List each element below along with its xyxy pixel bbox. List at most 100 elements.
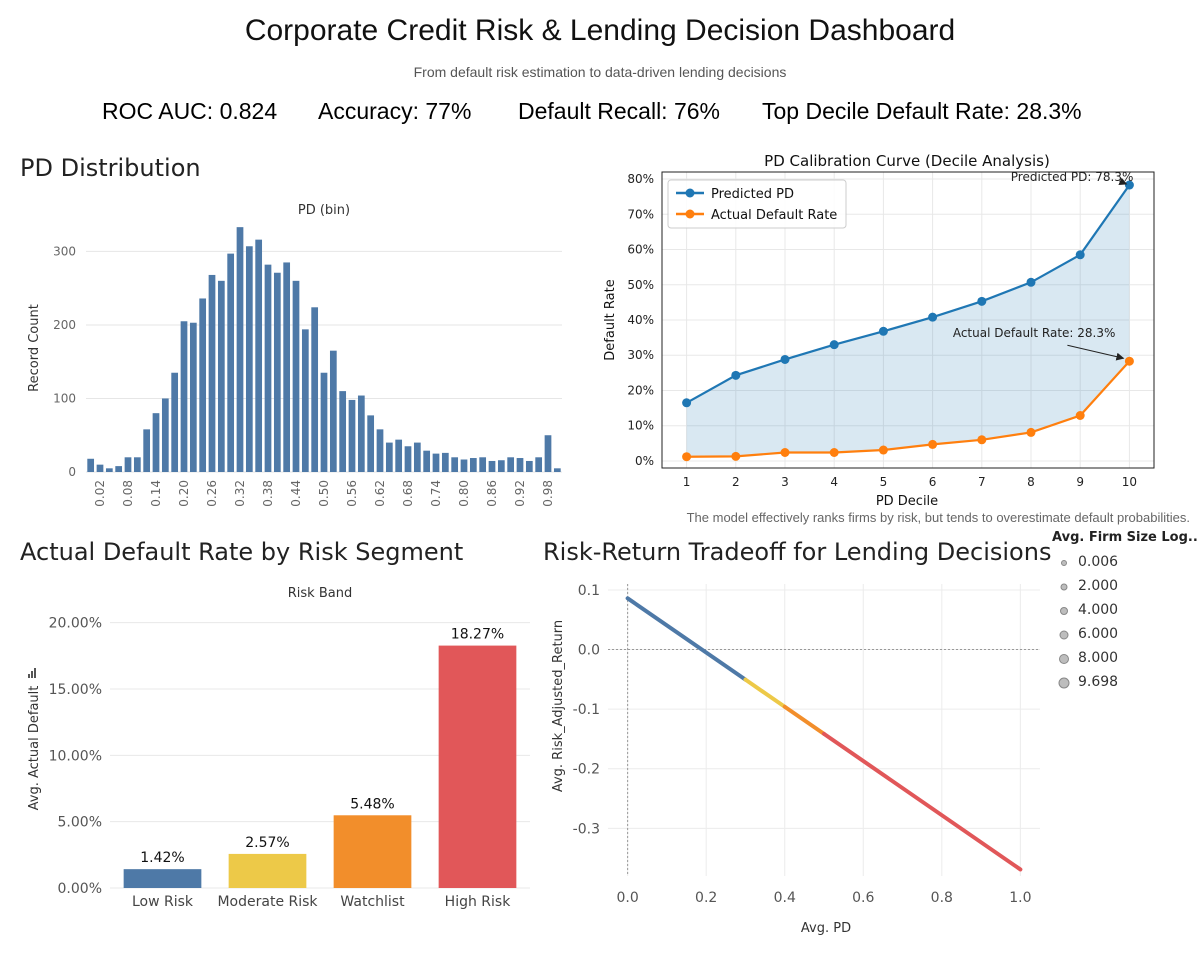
hist-xtick: 0.44 <box>289 480 303 507</box>
hist-bar[interactable] <box>460 459 468 473</box>
hist-bar[interactable] <box>133 457 141 472</box>
cal-xtick: 7 <box>978 475 986 489</box>
size-legend-item[interactable]: 4.000 <box>1052 599 1192 623</box>
hist-bar[interactable] <box>180 321 188 472</box>
hist-bar[interactable] <box>395 439 403 472</box>
hist-bar[interactable] <box>367 415 375 472</box>
hist-xtick: 0.92 <box>513 480 527 507</box>
hist-bar[interactable] <box>488 460 496 472</box>
hist-bar[interactable] <box>320 372 328 472</box>
segment-bar[interactable] <box>123 869 202 888</box>
hist-bar[interactable] <box>171 372 179 472</box>
hist-bar[interactable] <box>339 391 347 472</box>
hist-bar[interactable] <box>217 280 225 472</box>
predicted-pd-point[interactable] <box>1026 277 1036 287</box>
predicted-pd-point[interactable] <box>977 296 987 306</box>
hist-bar[interactable] <box>497 460 505 472</box>
actual-default-point[interactable] <box>928 439 938 449</box>
actual-default-point[interactable] <box>731 451 741 461</box>
hist-bar[interactable] <box>451 457 459 472</box>
predicted-pd-point[interactable] <box>731 370 741 380</box>
hist-bar[interactable] <box>329 350 337 472</box>
hist-bar[interactable] <box>283 262 291 472</box>
section-title-tradeoff: Risk-Return Tradeoff for Lending Decisio… <box>543 538 1052 566</box>
predicted-pd-point[interactable] <box>780 354 790 364</box>
segment-bar[interactable] <box>228 853 307 888</box>
seg-ytick: 20.00% <box>49 616 102 632</box>
hist-bar[interactable] <box>357 395 365 472</box>
hist-bar[interactable] <box>469 458 477 472</box>
size-legend-label: 0.006 <box>1078 554 1119 570</box>
actual-default-point[interactable] <box>682 452 692 462</box>
segment-bar[interactable] <box>333 815 412 888</box>
hist-bar[interactable] <box>152 413 160 472</box>
rr-xtick: 0.0 <box>617 890 639 906</box>
hist-bar[interactable] <box>516 458 524 472</box>
actual-default-point[interactable] <box>878 445 888 455</box>
actual-default-line <box>686 360 1131 458</box>
segment-value-label: 2.57% <box>245 835 289 851</box>
hist-bar[interactable] <box>273 272 281 472</box>
actual-default-point[interactable] <box>1026 427 1036 437</box>
hist-bar[interactable] <box>292 280 300 472</box>
hist-bar[interactable] <box>544 435 552 472</box>
hist-bar[interactable] <box>264 264 272 472</box>
hist-xtick: 0.20 <box>177 480 191 507</box>
hist-bar[interactable] <box>535 457 543 472</box>
hist-bar[interactable] <box>161 398 169 472</box>
sort-icon[interactable] <box>28 668 36 678</box>
size-legend-item[interactable]: 2.000 <box>1052 575 1192 599</box>
rr-segment[interactable] <box>822 731 1023 872</box>
hist-bar[interactable] <box>385 442 393 472</box>
hist-bar[interactable] <box>479 457 487 472</box>
hist-bar[interactable] <box>432 453 440 472</box>
hist-bar[interactable] <box>189 322 197 472</box>
hist-bar[interactable] <box>301 329 309 472</box>
actual-default-point[interactable] <box>829 447 839 457</box>
hist-bar[interactable] <box>311 307 319 472</box>
rr-segment[interactable] <box>782 704 826 736</box>
predicted-pd-point[interactable] <box>1075 250 1085 260</box>
hist-ylabel: Record Count <box>27 304 42 392</box>
hist-bar[interactable] <box>553 468 561 472</box>
rr-segment[interactable] <box>625 596 748 682</box>
hist-bar[interactable] <box>124 457 132 472</box>
segment-xtick: Watchlist <box>340 894 405 910</box>
hist-bar[interactable] <box>199 298 207 472</box>
segment-bar[interactable] <box>438 645 517 888</box>
hist-bar[interactable] <box>404 446 412 472</box>
hist-bar[interactable] <box>87 458 95 472</box>
predicted-pd-point[interactable] <box>829 340 839 350</box>
predicted-pd-point[interactable] <box>928 312 938 322</box>
hist-bar[interactable] <box>348 399 356 472</box>
hist-bar[interactable] <box>376 429 384 472</box>
actual-default-point[interactable] <box>780 447 790 457</box>
actual-default-point[interactable] <box>1124 356 1134 366</box>
hist-xtick: 0.62 <box>373 480 387 507</box>
actual-default-point[interactable] <box>977 435 987 445</box>
rr-segment[interactable] <box>743 677 787 709</box>
hist-xtick: 0.26 <box>205 480 219 507</box>
size-legend-item[interactable]: 0.006 <box>1052 551 1192 575</box>
hist-bar[interactable] <box>105 468 113 472</box>
hist-bar[interactable] <box>236 227 244 472</box>
hist-bar[interactable] <box>96 464 104 472</box>
size-legend-item[interactable]: 6.000 <box>1052 623 1192 647</box>
hist-bar[interactable] <box>143 429 151 472</box>
actual-default-point[interactable] <box>1075 410 1085 420</box>
hist-bar[interactable] <box>441 452 449 472</box>
hist-bar[interactable] <box>245 246 253 472</box>
predicted-pd-point[interactable] <box>878 326 888 336</box>
size-legend-item[interactable]: 9.698 <box>1052 671 1192 695</box>
hist-bar[interactable] <box>507 457 515 472</box>
hist-bar[interactable] <box>227 253 235 472</box>
hist-bar[interactable] <box>115 466 123 472</box>
predicted-pd-point[interactable] <box>682 398 692 408</box>
segment-xtick: Moderate Risk <box>217 894 318 910</box>
hist-bar[interactable] <box>208 274 216 472</box>
hist-bar[interactable] <box>413 442 421 472</box>
hist-bar[interactable] <box>525 460 533 472</box>
size-legend-item[interactable]: 8.000 <box>1052 647 1192 671</box>
hist-bar[interactable] <box>255 239 263 472</box>
hist-bar[interactable] <box>423 450 431 472</box>
